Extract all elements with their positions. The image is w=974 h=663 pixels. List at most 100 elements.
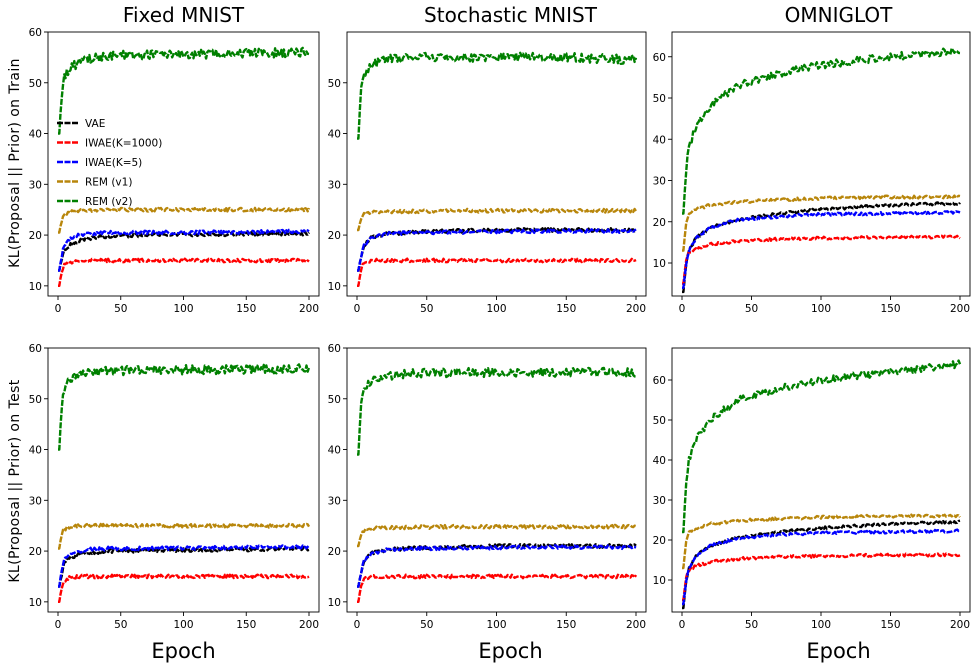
- y-tick-label: 30: [328, 179, 341, 191]
- legend-label: REM (v1): [85, 177, 132, 189]
- xlabel-fixed-mnist: Epoch: [151, 639, 215, 663]
- y-tick-label: 30: [653, 176, 666, 188]
- y-tick-label: 40: [653, 455, 666, 467]
- plot-frame: [346, 31, 647, 297]
- chart-panel: 0 50 100 150 200 10 20 30 40 50 60: [328, 343, 647, 631]
- y-tick-label: 30: [328, 495, 341, 507]
- chart-panel: 0 50 100 150 200 10 20 30 40 50 60: [653, 347, 971, 631]
- series-line: [357, 573, 638, 603]
- y-tick-label: 20: [653, 217, 666, 229]
- plot-frame: [671, 31, 971, 297]
- legend: VAE IWAE(K=1000) IWAE(K=5) REM (v1) REM (v2): [57, 118, 162, 208]
- x-tick-label: 50: [745, 619, 758, 631]
- series-line: [58, 228, 310, 272]
- y-tick-label: 10: [29, 281, 42, 293]
- chart-panel: 0 50 100 150 200 10 20 30 40 50 60: [29, 27, 320, 315]
- series-line: [357, 543, 637, 588]
- y-tick-label: 60: [29, 343, 42, 355]
- series-line: [682, 513, 961, 570]
- x-tick-label: 200: [299, 303, 319, 315]
- x-tick-label: 200: [299, 619, 319, 631]
- series-line: [682, 528, 961, 606]
- series-line: [682, 519, 961, 610]
- chart-panel: 0 50 100 150 200 10 20 30 40 50 60: [653, 31, 971, 315]
- x-tick-label: 150: [556, 303, 576, 315]
- chart-panel: 0 50 100 150 200 10 20 30 40 50: [328, 31, 647, 315]
- legend-label: VAE: [85, 118, 105, 130]
- x-tick-label: 200: [626, 303, 646, 315]
- series-line: [682, 552, 961, 602]
- series-line: [682, 359, 962, 534]
- y-tick-label: 30: [29, 495, 42, 507]
- x-tick-label: 50: [420, 303, 433, 315]
- plot-frame: [346, 347, 647, 613]
- series-line: [58, 544, 310, 588]
- y-tick-label: 60: [653, 375, 666, 387]
- y-tick-label: 10: [29, 597, 42, 609]
- x-tick-label: 50: [114, 303, 127, 315]
- y-tick-label: 10: [328, 597, 341, 609]
- x-tick-label: 150: [880, 619, 900, 631]
- series-line: [58, 46, 310, 135]
- x-tick-label: 50: [114, 619, 127, 631]
- series-line: [682, 234, 961, 285]
- x-tick-label: 50: [420, 619, 433, 631]
- series-line: [58, 230, 311, 272]
- series-line: [357, 366, 637, 456]
- series-line: [58, 206, 311, 234]
- xlabel-omniglot: Epoch: [806, 639, 870, 663]
- y-tick-label: 60: [29, 27, 42, 39]
- series-line: [682, 194, 961, 252]
- x-tick-label: 0: [354, 619, 361, 631]
- x-tick-label: 200: [950, 303, 970, 315]
- title-fixed-mnist: Fixed MNIST: [123, 3, 245, 27]
- series-line: [357, 51, 638, 140]
- x-tick-label: 0: [679, 303, 686, 315]
- series-line: [357, 544, 637, 588]
- x-tick-label: 100: [811, 619, 831, 631]
- series-line: [682, 47, 961, 215]
- y-tick-label: 60: [653, 52, 666, 64]
- legend-label: IWAE(K=5): [85, 157, 142, 169]
- y-tick-label: 30: [29, 179, 42, 191]
- y-tick-label: 20: [653, 535, 666, 547]
- x-tick-label: 100: [486, 619, 506, 631]
- plot-frame: [671, 347, 971, 613]
- y-tick-label: 40: [29, 129, 42, 141]
- title-omniglot: OMNIGLOT: [785, 3, 894, 27]
- series-line: [357, 227, 637, 272]
- x-tick-label: 150: [880, 303, 900, 315]
- y-tick-label: 50: [328, 394, 341, 406]
- y-tick-label: 50: [29, 78, 42, 90]
- x-tick-label: 0: [55, 303, 62, 315]
- x-tick-label: 100: [173, 619, 193, 631]
- series-line: [58, 545, 310, 588]
- y-tick-label: 50: [328, 78, 341, 90]
- series-line: [58, 363, 311, 451]
- series-line: [682, 201, 961, 294]
- x-tick-label: 50: [745, 303, 758, 315]
- x-tick-label: 0: [679, 619, 686, 631]
- y-tick-label: 40: [328, 129, 341, 141]
- y-tick-label: 40: [29, 445, 42, 457]
- legend-label: REM (v2): [85, 196, 132, 208]
- ylabel-test: KL(Proposal || Prior) on Test: [7, 379, 23, 582]
- legend-label: IWAE(K=1000): [85, 138, 162, 150]
- y-tick-label: 20: [29, 230, 42, 242]
- x-tick-label: 100: [173, 303, 193, 315]
- x-tick-label: 200: [626, 619, 646, 631]
- y-tick-label: 10: [653, 575, 666, 587]
- y-tick-label: 10: [328, 281, 341, 293]
- series-line: [357, 228, 637, 272]
- y-tick-label: 40: [653, 134, 666, 146]
- y-tick-label: 50: [653, 415, 666, 427]
- y-tick-label: 10: [653, 258, 666, 270]
- x-tick-label: 100: [811, 303, 831, 315]
- y-tick-label: 60: [328, 343, 341, 355]
- series-line: [357, 207, 638, 232]
- y-tick-label: 20: [328, 230, 341, 242]
- y-tick-label: 40: [328, 445, 341, 457]
- series-line: [357, 257, 637, 287]
- ylabel-train: KL(Proposal || Prior) on Train: [7, 58, 23, 268]
